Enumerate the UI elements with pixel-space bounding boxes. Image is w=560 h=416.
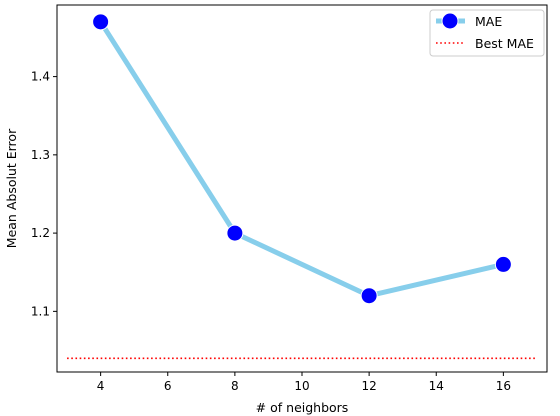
axes: 4 6 8 10 12 14 16 1.1 1.2 1.3 1.4 xyxy=(31,4,548,393)
series-line-mae xyxy=(98,20,504,299)
x-tick-label: 6 xyxy=(164,379,172,393)
y-tick-label: 1.3 xyxy=(31,148,50,162)
x-tick-label: 16 xyxy=(496,379,511,393)
data-point-mae xyxy=(360,287,378,305)
y-axis-label: Mean Absolut Error xyxy=(4,128,19,248)
x-axis-label: # of neighbors xyxy=(256,400,349,415)
x-tick-label: 4 xyxy=(97,379,105,393)
x-tick-label: 12 xyxy=(361,379,376,393)
data-point-mae xyxy=(92,13,110,31)
y-tick-label: 1.2 xyxy=(31,226,50,240)
legend-label-mae: MAE xyxy=(475,14,502,29)
legend-label-best-mae: Best MAE xyxy=(475,36,534,51)
data-point-mae xyxy=(226,224,244,242)
y-tick-label: 1.1 xyxy=(31,304,50,318)
x-tick-label: 8 xyxy=(231,379,239,393)
legend-swatch-mae-marker xyxy=(441,12,459,30)
y-tick-label: 1.4 xyxy=(31,70,50,84)
legend: MAE Best MAE xyxy=(429,9,545,57)
x-tick-label: 10 xyxy=(294,379,309,393)
plot-area xyxy=(67,13,537,360)
x-tick-label: 14 xyxy=(429,379,444,393)
data-point-mae xyxy=(494,255,512,273)
